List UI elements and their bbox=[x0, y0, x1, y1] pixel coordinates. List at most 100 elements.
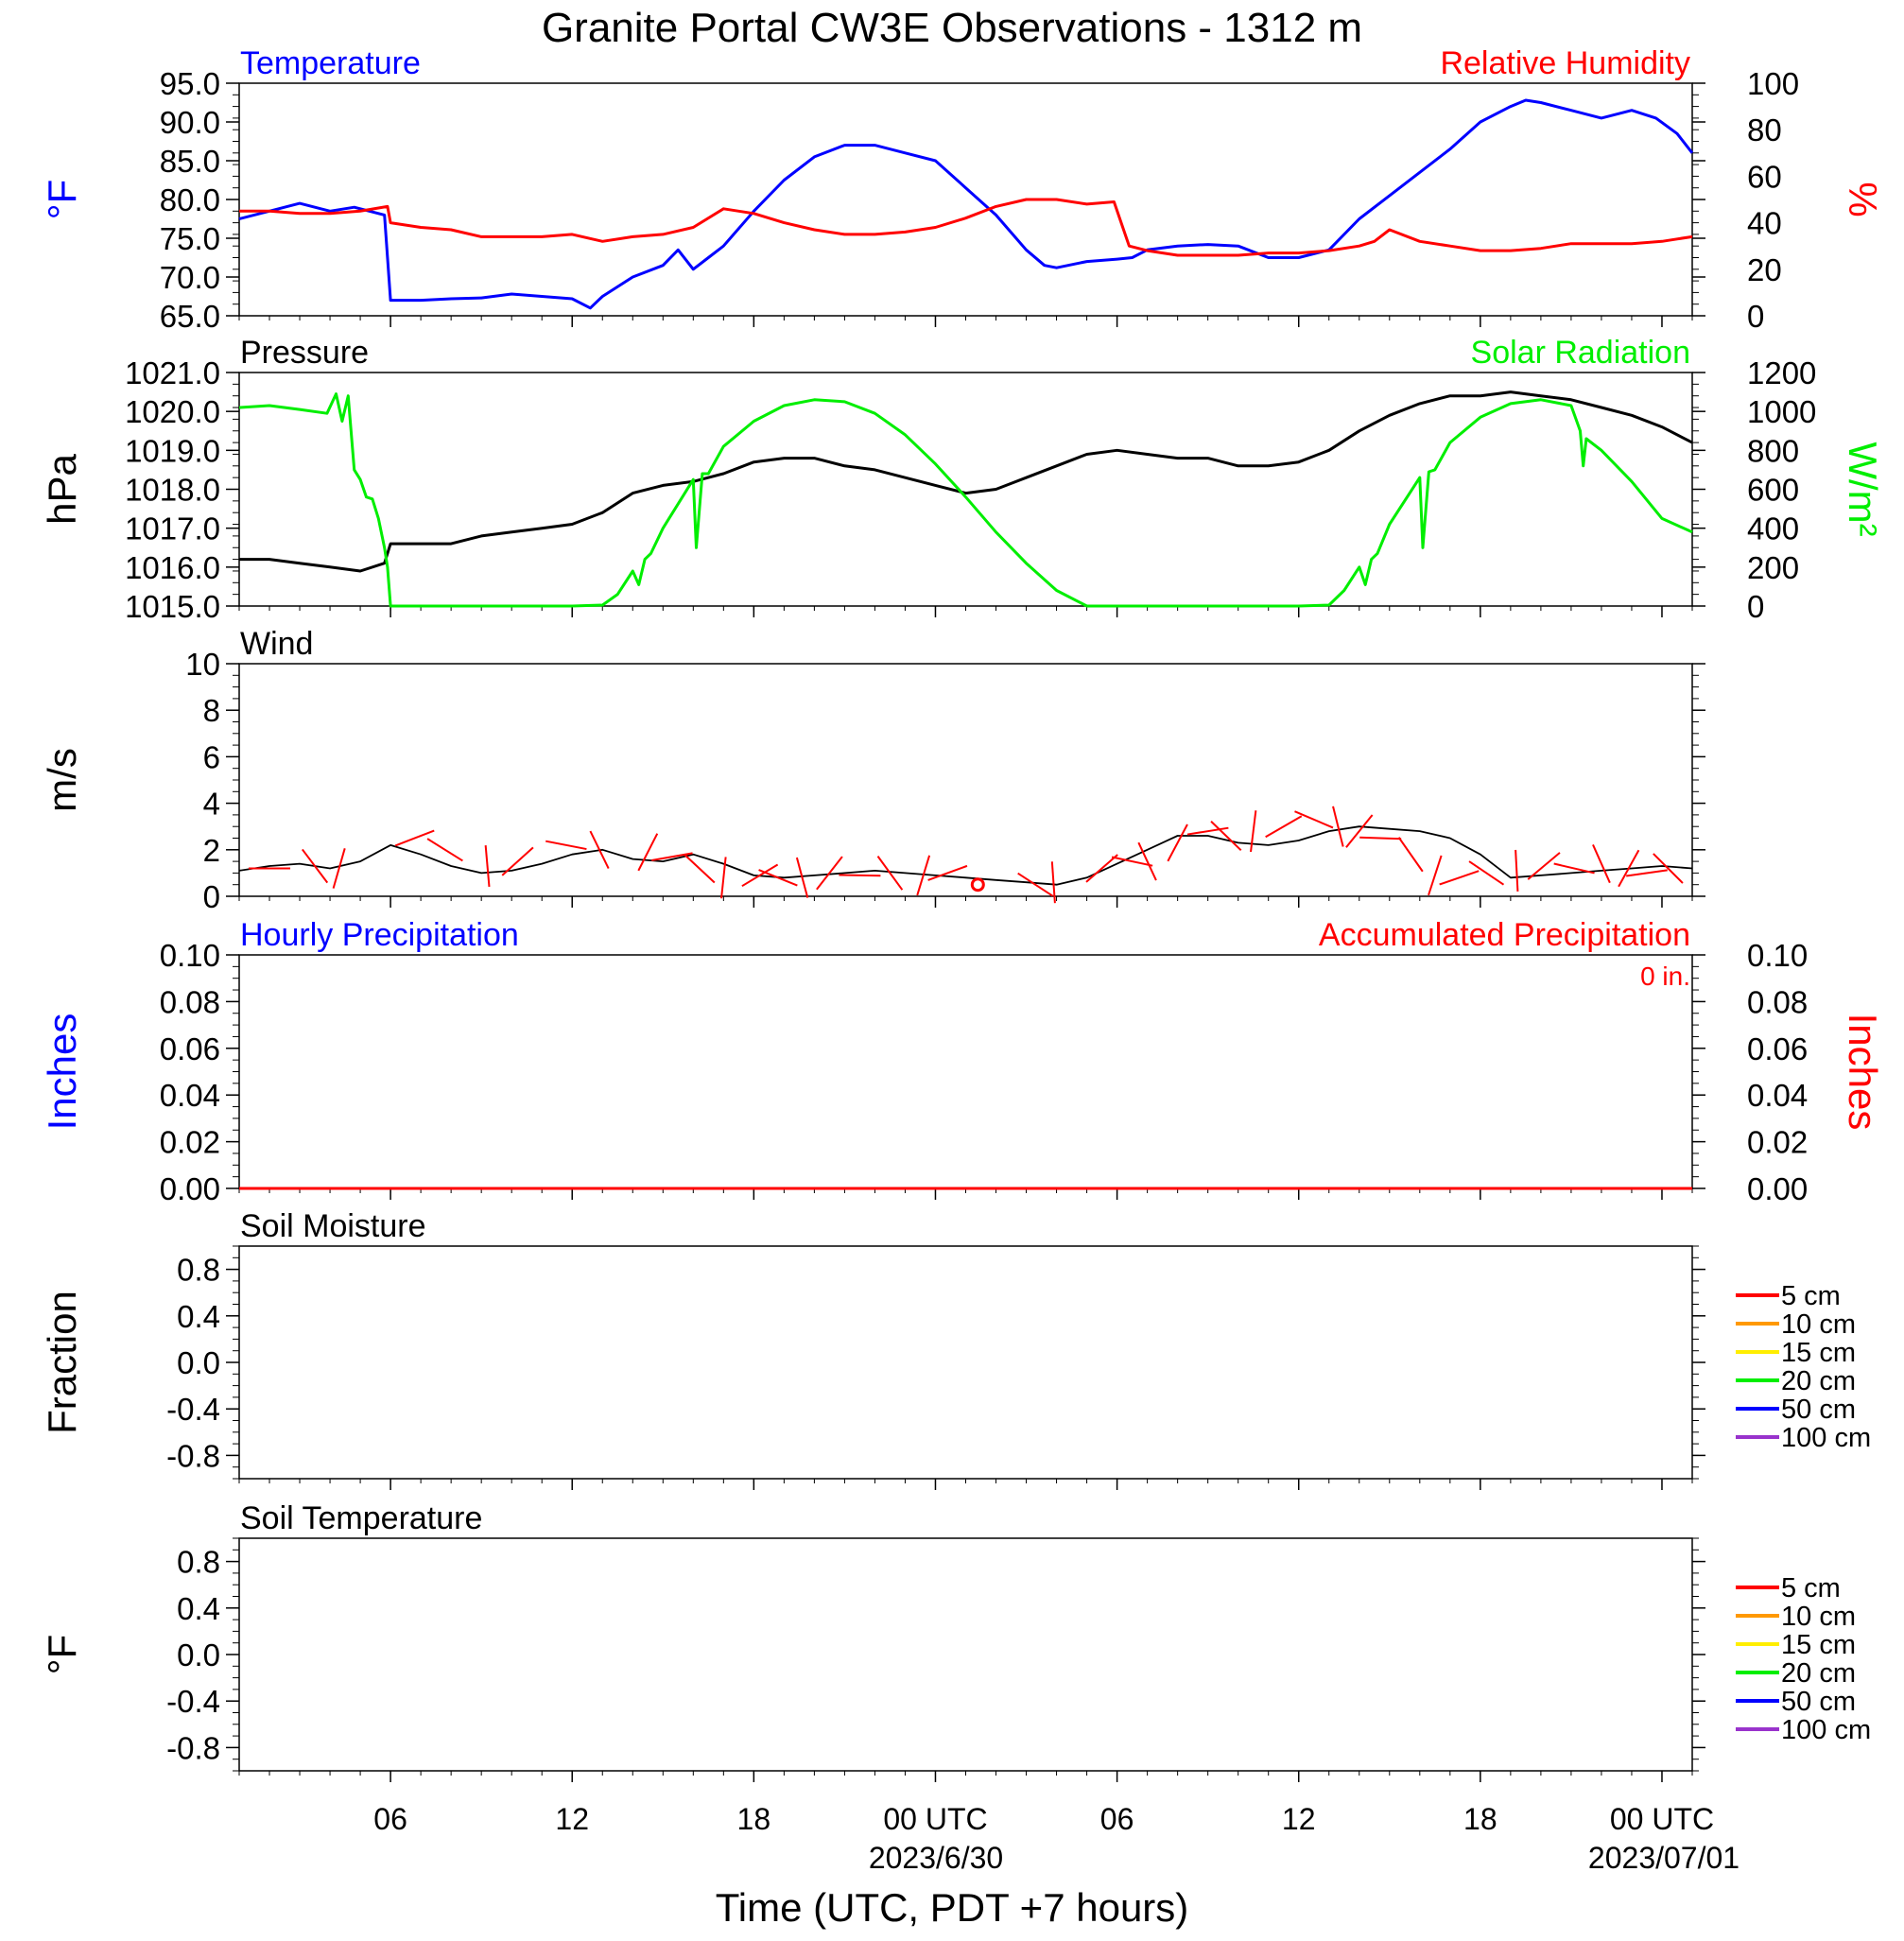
y-tick-label: 0.08 bbox=[160, 984, 220, 1019]
panel-soil_temperature: Soil Temperature°F0.80.40.0-0.4-0.85 cm1… bbox=[40, 1500, 1871, 1782]
legend-label: 5 cm bbox=[1781, 1573, 1841, 1603]
panel-title: Hourly Precipitation bbox=[240, 917, 519, 953]
y-tick-label-right: 0 bbox=[1747, 589, 1764, 624]
wind-barb bbox=[302, 848, 329, 884]
wind-barb bbox=[501, 846, 534, 876]
y-tick-label: 1016.0 bbox=[125, 550, 220, 585]
wind-barb bbox=[637, 833, 659, 872]
legend-label: 15 cm bbox=[1781, 1630, 1856, 1660]
y-tick-label: 70.0 bbox=[160, 260, 220, 295]
series-line bbox=[238, 98, 1694, 310]
panel-title: Temperature bbox=[240, 45, 421, 81]
wind-barb bbox=[426, 838, 463, 862]
y-tick-label: 75.0 bbox=[160, 221, 220, 256]
wind-barb bbox=[683, 853, 716, 884]
wind-barb bbox=[1397, 837, 1424, 873]
x-tick-label: 12 bbox=[1282, 1802, 1316, 1836]
series-line bbox=[238, 392, 1693, 608]
wind-barb bbox=[876, 856, 904, 891]
x-tick-label: 12 bbox=[555, 1802, 589, 1836]
legend-label: 10 cm bbox=[1781, 1309, 1856, 1340]
time-axis: Time (UTC, PDT +7 hours) 2023/6/30 2023/… bbox=[373, 1802, 1740, 1930]
series-line bbox=[238, 825, 1693, 886]
y-tick-label-right: 1200 bbox=[1747, 355, 1816, 390]
wind-barb bbox=[332, 848, 346, 889]
y-tick-label-right: 1000 bbox=[1747, 394, 1816, 429]
wind-barb bbox=[1294, 810, 1334, 829]
y-tick-label: 0.4 bbox=[177, 1591, 220, 1626]
plot-frame bbox=[238, 82, 1693, 317]
wind-barb bbox=[1345, 814, 1374, 848]
panel-title: Soil Temperature bbox=[240, 1500, 482, 1536]
legend-label: 50 cm bbox=[1781, 1687, 1856, 1717]
wind-barb bbox=[795, 857, 809, 898]
y-tick-label: -0.4 bbox=[166, 1684, 220, 1719]
y-tick-label: 0.02 bbox=[160, 1125, 220, 1160]
wind-barb bbox=[1527, 852, 1561, 880]
series-line bbox=[239, 390, 1693, 573]
y-tick-label-right: 40 bbox=[1747, 206, 1782, 241]
y-tick-label: 80.0 bbox=[160, 182, 220, 217]
y-axis-label-right: W/m² bbox=[1841, 442, 1885, 536]
y-tick-label: 1020.0 bbox=[125, 394, 220, 429]
wind-barb bbox=[651, 852, 693, 861]
wind-barb bbox=[816, 856, 843, 891]
x-tick-label: 06 bbox=[1100, 1802, 1134, 1836]
legend-label: 5 cm bbox=[1781, 1281, 1841, 1311]
wind-barb bbox=[927, 864, 968, 881]
y-tick-label: 0.10 bbox=[160, 938, 220, 973]
wind-barb bbox=[1265, 815, 1303, 839]
wind-barb bbox=[1167, 823, 1188, 862]
wind-barb bbox=[1515, 849, 1519, 892]
y-tick-label: -0.8 bbox=[166, 1730, 220, 1765]
y-tick-label-right: 0.04 bbox=[1747, 1078, 1808, 1113]
y-tick-label: 1015.0 bbox=[125, 589, 220, 624]
y-tick-label: 0.4 bbox=[177, 1299, 220, 1334]
y-tick-label: 1018.0 bbox=[125, 473, 220, 508]
y-tick-label-right: 80 bbox=[1747, 113, 1782, 147]
panel-pressure: Pressure Solar Radiation hPa W/m² 1021.0 1020… bbox=[40, 335, 1885, 624]
x-tick-label: 18 bbox=[1463, 1802, 1497, 1836]
y-tick-label: 10 bbox=[185, 647, 220, 682]
plot-frame bbox=[238, 954, 1693, 1189]
plot-frame bbox=[238, 663, 1693, 897]
y-tick-label: 1017.0 bbox=[125, 511, 220, 546]
y-tick-label: 0.0 bbox=[177, 1345, 220, 1380]
y-tick-label-right: 0.10 bbox=[1747, 938, 1808, 973]
y-tick-label: 0.00 bbox=[160, 1171, 220, 1206]
y-tick-label-right: 0.08 bbox=[1747, 984, 1808, 1019]
y-tick-label-right: 200 bbox=[1747, 550, 1799, 585]
panel-temperature: Temperature Relative Humidity °F % 95.0 90.0 8… bbox=[40, 45, 1885, 334]
y-axis-label: hPa bbox=[40, 453, 84, 524]
panel-title: Wind bbox=[240, 626, 313, 662]
wind-barb bbox=[1592, 844, 1611, 884]
legend-label: 100 cm bbox=[1781, 1423, 1871, 1453]
wind-barb bbox=[741, 863, 779, 888]
figure-title: Granite Portal CW3E Observations - 1312 … bbox=[542, 5, 1362, 51]
y-tick-label: 90.0 bbox=[160, 105, 220, 140]
wind-barb bbox=[484, 845, 491, 888]
wind-barb bbox=[1626, 869, 1668, 877]
y-tick-label-right: 0 bbox=[1747, 299, 1764, 334]
y-axis-label-right: Inches bbox=[1841, 1014, 1885, 1131]
y-tick-label: 0.04 bbox=[160, 1078, 220, 1113]
date-label-1: 2023/6/30 bbox=[869, 1841, 1003, 1875]
wind-barb bbox=[1618, 849, 1640, 888]
y-tick-label-right: 60 bbox=[1747, 159, 1782, 194]
series-line bbox=[239, 198, 1693, 257]
wind-barb bbox=[758, 869, 798, 887]
y-tick-label: -0.4 bbox=[166, 1392, 220, 1427]
legend-label: 20 cm bbox=[1781, 1366, 1856, 1396]
wind-barb bbox=[1250, 810, 1257, 853]
legend-label: 100 cm bbox=[1781, 1715, 1871, 1745]
accumulated-total: 0 in. bbox=[1640, 962, 1690, 991]
wind-barb bbox=[1210, 821, 1242, 852]
y-tick-label: 8 bbox=[203, 693, 220, 728]
y-tick-label-right: 800 bbox=[1747, 433, 1799, 468]
wind-barb bbox=[545, 840, 587, 851]
y-tick-label-right: 600 bbox=[1747, 473, 1799, 508]
wind-barb bbox=[1085, 854, 1118, 883]
y-tick-label-right: 0.00 bbox=[1747, 1171, 1808, 1206]
wind-barb bbox=[394, 829, 435, 847]
